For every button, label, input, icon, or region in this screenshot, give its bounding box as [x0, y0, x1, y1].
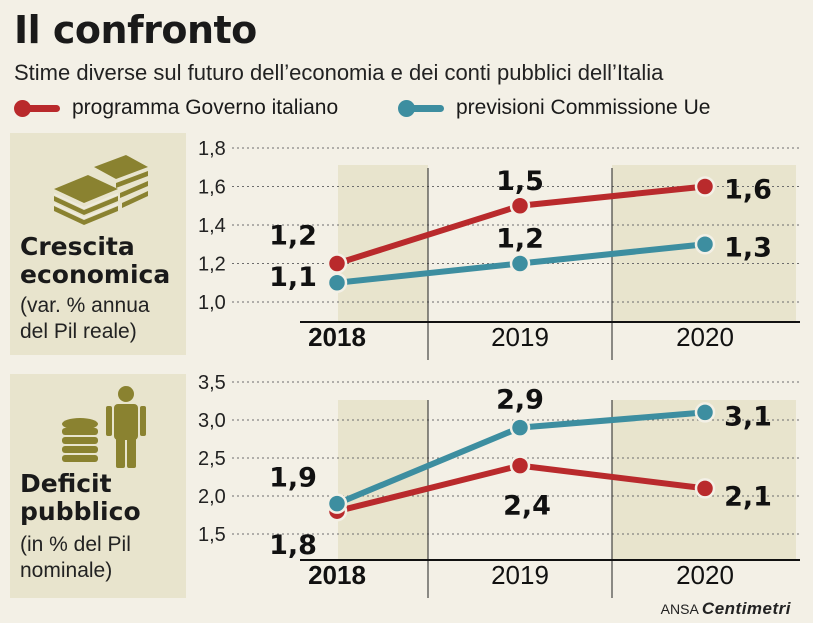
- deficit-value-label-ue-2019: 2,9: [496, 385, 544, 416]
- deficit-ytick-label: 1,5: [198, 524, 226, 546]
- growth-point-gov-2020: [694, 176, 716, 197]
- deficit-year-label-2019: 2019: [491, 560, 549, 590]
- chart-subtitle: Stime diverse sul futuro dell’economia e…: [14, 60, 664, 85]
- growth-panel-subtitle: (var. % annua del Pil reale): [20, 293, 150, 345]
- growth-ytick-label: 1,6: [198, 177, 226, 199]
- growth-ytick-label: 1,8: [198, 138, 226, 160]
- deficit-ytick-label: 3,5: [198, 372, 226, 394]
- deficit-title-line1: Deficit: [20, 469, 112, 498]
- growth-year-label-2018: 2018: [308, 322, 366, 352]
- money-stack-icon: [54, 155, 148, 225]
- legend-item-ue: previsioni Commissione Ue: [398, 95, 711, 121]
- growth-panel-title: Crescita economica: [20, 233, 170, 289]
- deficit-point-ue-2019: [509, 417, 531, 438]
- growth-value-label-ue-2019: 1,2: [496, 224, 544, 255]
- deficit-point-ue-2020: [694, 402, 716, 423]
- growth-ytick-label: 1,4: [198, 215, 226, 237]
- growth-subtitle-line2: del Pil reale): [20, 320, 137, 343]
- growth-year-label-2019: 2019: [491, 322, 549, 352]
- deficit-value-label-ue-2020: 3,1: [724, 401, 772, 432]
- deficit-ytick-label: 2,0: [198, 486, 226, 508]
- deficit-value-label-gov-2020: 2,1: [724, 481, 772, 512]
- deficit-subtitle-line1: (in % del Pil: [20, 533, 131, 556]
- growth-value-label-ue-2020: 1,3: [724, 232, 772, 263]
- growth-value-label-gov-2018: 1,2: [269, 221, 317, 252]
- deficit-value-label-gov-2019: 2,4: [503, 491, 551, 522]
- growth-ytick-label: 1,2: [198, 254, 226, 276]
- coins-person-icon: [62, 386, 146, 468]
- deficit-year-label-2018: 2018: [308, 560, 366, 590]
- growth-point-ue-2019: [509, 253, 531, 274]
- growth-value-label-ue-2018: 1,1: [269, 262, 317, 293]
- deficit-panel-subtitle: (in % del Pil nominale): [20, 532, 131, 584]
- growth-point-gov-2018: [326, 253, 348, 274]
- brand-credit: ANSA Centimetri: [661, 599, 791, 619]
- growth-value-label-gov-2020: 1,6: [724, 175, 772, 206]
- growth-point-ue-2018: [326, 272, 348, 293]
- growth-panel-label: Crescita economica (var. % annua del Pil…: [10, 133, 186, 355]
- deficit-title-line2: pubblico: [20, 497, 141, 526]
- deficit-panel-label: Deficit pubblico (in % del Pil nominale): [10, 374, 186, 598]
- growth-point-ue-2020: [694, 234, 716, 255]
- deficit-panel-title: Deficit pubblico: [20, 470, 141, 526]
- deficit-ytick-label: 3,0: [198, 410, 226, 432]
- deficit-band-0: [338, 400, 428, 560]
- deficit-value-label-ue-2018: 1,9: [269, 463, 317, 494]
- legend-label-gov: programma Governo italiano: [72, 96, 339, 119]
- growth-point-gov-2019: [509, 195, 531, 216]
- legend-swatch-ue: [398, 99, 444, 117]
- legend-item-gov: programma Governo italiano: [14, 95, 339, 121]
- deficit-subtitle-line2: nominale): [20, 559, 113, 582]
- chart-title: Il confronto: [14, 8, 257, 52]
- deficit-point-gov-2019: [509, 455, 531, 476]
- legend-swatch-gov: [14, 99, 60, 117]
- deficit-ytick-label: 2,5: [198, 448, 226, 470]
- brand-prefix: ANSA: [660, 601, 699, 617]
- deficit-point-ue-2018: [326, 493, 348, 514]
- brand-name: Centimetri: [701, 599, 791, 618]
- growth-title-line1: Crescita: [20, 232, 135, 261]
- growth-ytick-label: 1,0: [198, 292, 226, 314]
- deficit-value-label-gov-2018: 1,8: [269, 530, 317, 561]
- deficit-year-label-2020: 2020: [676, 560, 734, 590]
- growth-value-label-gov-2019: 1,5: [496, 166, 544, 197]
- deficit-point-gov-2020: [694, 478, 716, 499]
- growth-band-0: [338, 165, 428, 322]
- growth-year-label-2020: 2020: [676, 322, 734, 352]
- legend-label-ue: previsioni Commissione Ue: [456, 96, 711, 119]
- growth-title-line2: economica: [20, 260, 171, 289]
- growth-subtitle-line1: (var. % annua: [20, 294, 150, 317]
